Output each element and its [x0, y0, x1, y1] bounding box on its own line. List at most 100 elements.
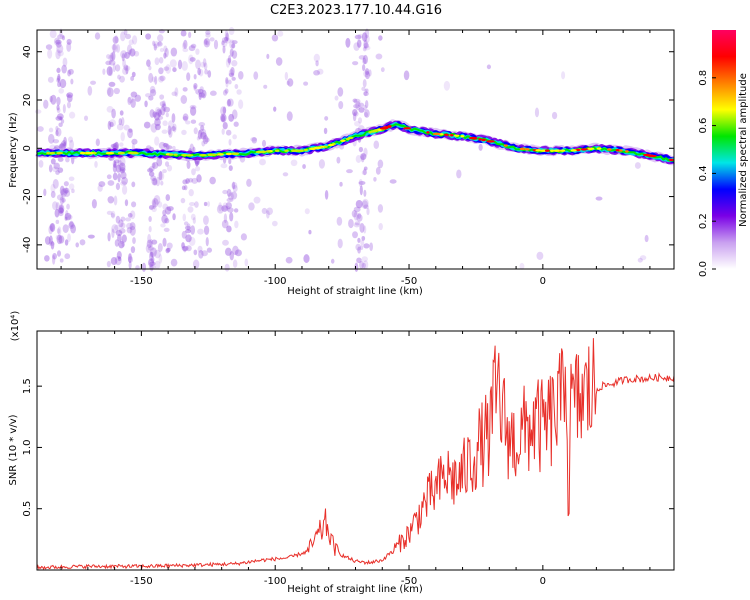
heatmap-cell: [49, 95, 53, 103]
heatmap-cell: [45, 44, 53, 50]
heatmap-hotspot: [46, 151, 50, 155]
heatmap-cell: [64, 239, 69, 246]
heatmap-cell: [185, 120, 191, 125]
heatmap-cell: [59, 185, 65, 196]
heatmap-cell: [128, 128, 133, 133]
heatmap-cell: [192, 259, 200, 269]
heatmap-cell: [130, 246, 136, 254]
heatmap-cell: [154, 123, 161, 131]
heatmap-cell: [64, 212, 72, 221]
heatmap-cell: [154, 118, 161, 127]
heatmap-cell: [168, 128, 173, 138]
heatmap-cell: [52, 201, 58, 211]
heatmap-cell: [337, 238, 343, 249]
heatmap-cell: [361, 170, 368, 176]
heatmap-cell: [167, 125, 172, 135]
heatmap-cell: [58, 88, 65, 94]
heatmap-cell: [119, 228, 126, 234]
heatmap-cell: [225, 77, 229, 84]
heatmap-cell: [201, 250, 208, 257]
heatmap-cell: [129, 210, 136, 220]
heatmap-cell: [63, 187, 70, 194]
heatmap-cell: [120, 31, 126, 42]
heatmap-hotspot: [519, 147, 526, 151]
heatmap-cell: [126, 222, 133, 230]
heatmap-cell: [205, 32, 211, 38]
heatmap-cell: [154, 260, 161, 270]
spectrogram-x-label: Height of straight line (km): [287, 286, 423, 297]
heatmap-cell: [111, 51, 116, 61]
heatmap-cell: [54, 208, 60, 218]
heatmap-cell: [67, 233, 71, 242]
heatmap-cell: [182, 87, 188, 92]
heatmap-cell: [56, 107, 61, 114]
heatmap-cell: [358, 55, 366, 60]
heatmap-hotspot: [544, 149, 550, 152]
heatmap-cell: [127, 96, 134, 104]
heatmap-hotspot: [105, 151, 115, 155]
snr-panel: -150 -100 -50 0 0.5 1.0 1.5 Height of straigh…: [8, 311, 675, 595]
heatmap-cell: [198, 92, 202, 100]
heatmap-cell: [65, 209, 69, 220]
heatmap-cell: [68, 68, 74, 75]
heatmap-cell: [55, 170, 60, 175]
heatmap-cell: [163, 52, 167, 59]
heatmap-cell: [232, 134, 237, 140]
heatmap-cell: [373, 176, 377, 182]
heatmap-cell: [148, 95, 154, 101]
heatmap-cell: [130, 75, 135, 81]
x-tick-label: -50: [401, 576, 417, 587]
heatmap-cell: [127, 253, 132, 264]
heatmap-hotspot: [454, 134, 460, 137]
heatmap-cell: [111, 44, 117, 51]
heatmap-cell: [519, 262, 525, 270]
heatmap-cell: [273, 106, 277, 112]
heatmap-cell: [207, 70, 212, 78]
snr-x-label: Height of straight line (km): [287, 584, 423, 595]
heatmap-cell: [238, 71, 244, 80]
spectrogram-y-ticks: -40 -20 0 20 40: [22, 45, 674, 253]
heatmap-cell: [161, 103, 166, 108]
heatmap-cell: [120, 156, 126, 167]
heatmap-cell: [228, 54, 232, 65]
heatmap-cell: [361, 256, 368, 263]
heatmap-cell: [114, 239, 120, 247]
colorbar-tick-label: 0.0: [698, 261, 709, 277]
heatmap-cell: [180, 95, 188, 104]
heatmap-cell: [113, 195, 118, 206]
heatmap-cell: [206, 247, 213, 253]
y-tick-label: 1.5: [22, 378, 33, 394]
heatmap-cell: [346, 169, 353, 174]
heatmap-cell: [246, 178, 252, 187]
heatmap-cell: [120, 181, 127, 186]
heatmap-cell: [44, 255, 50, 262]
heatmap-cell: [368, 69, 372, 77]
heatmap-cell: [172, 213, 176, 221]
heatmap-cell: [110, 210, 116, 219]
heatmap-cell: [154, 249, 161, 259]
heatmap-cell: [113, 161, 117, 168]
heatmap-cell: [228, 138, 232, 146]
heatmap-cell: [124, 199, 129, 207]
heatmap-cell: [308, 229, 312, 235]
heatmap-cell: [166, 164, 173, 172]
heatmap-cell: [120, 131, 125, 142]
heatmap-hotspot: [486, 140, 495, 143]
heatmap-cell: [112, 36, 119, 44]
heatmap-cell: [157, 171, 165, 181]
heatmap-cell: [195, 48, 200, 55]
heatmap-cell: [362, 46, 367, 52]
heatmap-cell: [228, 69, 234, 78]
heatmap-cell: [201, 89, 207, 99]
heatmap-cell: [303, 254, 310, 263]
heatmap-cell: [186, 72, 191, 82]
heatmap-hotspot: [503, 144, 508, 147]
heatmap-cell: [194, 201, 199, 208]
heatmap-cell: [110, 143, 116, 149]
heatmap-cell: [180, 30, 187, 37]
spectrogram-x-ticks: -150 -100 -50 0: [60, 30, 651, 287]
heatmap-cell: [56, 96, 61, 106]
heatmap-cell: [156, 108, 162, 117]
heatmap-cell: [126, 44, 133, 55]
heatmap-cell: [177, 59, 183, 70]
